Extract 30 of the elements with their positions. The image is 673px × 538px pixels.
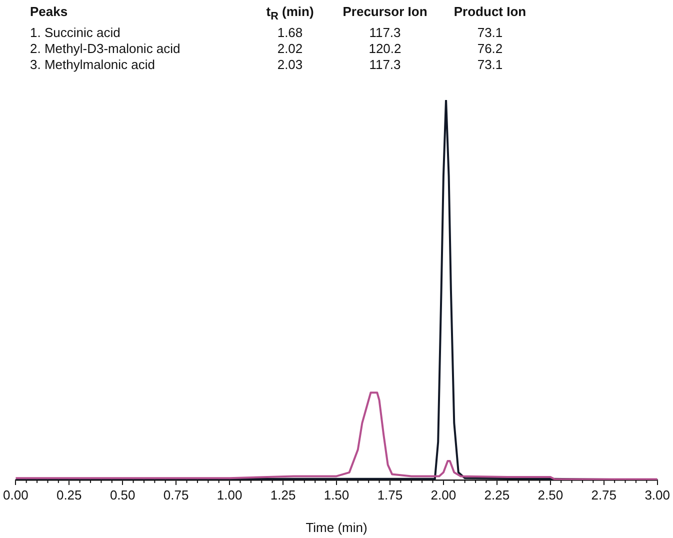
text: 3. Methylmalonic acid bbox=[30, 56, 156, 73]
text: 1. Succinic acid bbox=[30, 24, 122, 41]
text: 73.1 bbox=[476, 56, 504, 73]
text: 1.68 bbox=[276, 24, 304, 41]
x-tick-label: 1.75 bbox=[377, 487, 403, 502]
text: 73.1 bbox=[476, 24, 504, 41]
text: Product Ion bbox=[452, 4, 528, 21]
text: 76.2 bbox=[476, 40, 504, 57]
x-tick-label: 0.50 bbox=[110, 487, 136, 502]
x-tick-label: 1.25 bbox=[270, 487, 296, 502]
x-tick-label: 0.00 bbox=[2, 487, 28, 502]
x-tick-label: 2.75 bbox=[591, 487, 617, 502]
x-tick-label: 1.00 bbox=[216, 487, 242, 502]
x-tick-label: 1.50 bbox=[324, 487, 350, 502]
x-tick-label: 2.25 bbox=[484, 487, 510, 502]
text: 117.3 bbox=[368, 56, 402, 73]
x-tick-label: 0.25 bbox=[56, 487, 82, 502]
text: Precursor Ion bbox=[342, 4, 428, 21]
text: t$_{R}$ (min) bbox=[265, 4, 315, 25]
x-axis-title: Time (min) bbox=[304, 520, 368, 535]
x-tick-label: 3.00 bbox=[644, 487, 670, 502]
x-tick-label: 2.50 bbox=[538, 487, 564, 502]
text: 2.03 bbox=[276, 56, 304, 73]
x-tick-label: 0.75 bbox=[163, 487, 189, 502]
x-tick-label: 2.00 bbox=[430, 487, 456, 502]
text: 2.02 bbox=[276, 40, 304, 57]
text: 117.3 bbox=[368, 24, 402, 41]
text: 2. Methyl-D3-malonic acid bbox=[30, 40, 182, 57]
text: Peaks bbox=[30, 4, 69, 21]
text: 120.2 bbox=[368, 40, 402, 57]
